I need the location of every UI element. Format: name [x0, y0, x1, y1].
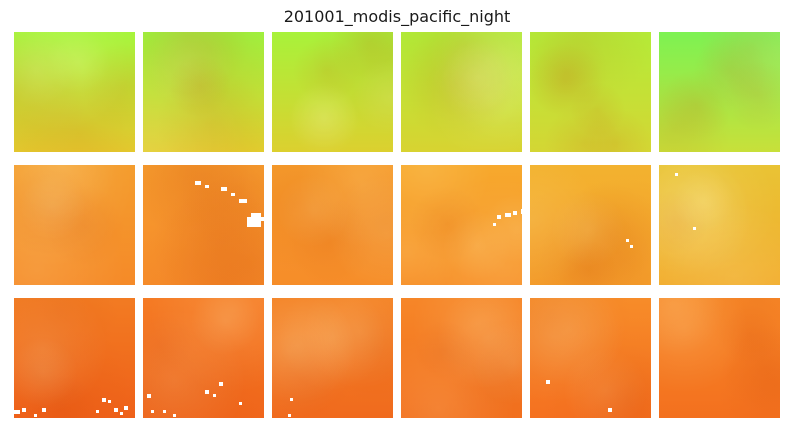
missing-data-pixel — [630, 245, 633, 248]
missing-data-pixel — [42, 408, 46, 412]
tile-texture — [143, 298, 264, 418]
tile-texture — [272, 32, 393, 152]
tile-gradient — [14, 165, 135, 285]
tile-texture — [530, 32, 651, 152]
heatmap-tile — [272, 298, 393, 418]
missing-data-pixel — [261, 217, 264, 221]
tile-gradient — [401, 298, 522, 418]
missing-data-pixel — [195, 181, 201, 185]
missing-data-pixel — [693, 227, 696, 230]
missing-data-pixel — [219, 382, 223, 386]
tile-gradient — [659, 298, 780, 418]
heatmap-tile — [401, 298, 522, 418]
missing-data-pixel — [120, 412, 123, 415]
tile-texture — [659, 298, 780, 418]
tile-gradient — [272, 165, 393, 285]
missing-data-pixel — [513, 211, 517, 215]
tile-texture — [14, 32, 135, 152]
missing-data-pixel — [22, 408, 26, 412]
tile-texture — [272, 165, 393, 285]
tile-texture — [14, 298, 135, 418]
tile-texture — [401, 165, 522, 285]
tile-gradient — [143, 32, 264, 152]
heatmap-tile — [401, 165, 522, 285]
missing-data-pixel — [205, 390, 209, 394]
tile-gradient — [530, 298, 651, 418]
figure-title: 201001_modis_pacific_night — [283, 7, 511, 26]
heatmap-tile — [659, 298, 780, 418]
missing-data-pixel — [288, 414, 291, 417]
tile-texture — [14, 165, 135, 285]
missing-data-pixel — [493, 223, 496, 226]
missing-data-pixel — [124, 406, 128, 410]
missing-data-pixel — [213, 394, 216, 397]
tile-texture — [143, 165, 264, 285]
missing-data-pixel — [675, 173, 678, 176]
missing-data-pixel — [505, 213, 511, 217]
heatmap-tile — [530, 298, 651, 418]
tile-texture — [659, 32, 780, 152]
heatmap-tile — [143, 165, 264, 285]
heatmap-tile — [401, 32, 522, 152]
missing-data-pixel — [147, 394, 151, 398]
heatmap-tile — [143, 32, 264, 152]
missing-data-pixel — [102, 398, 106, 402]
tile-texture — [401, 32, 522, 152]
tile-texture — [530, 298, 651, 418]
missing-data-pixel — [290, 398, 293, 401]
heatmap-tile — [659, 32, 780, 152]
heatmap-tile — [272, 165, 393, 285]
tile-gradient — [143, 298, 264, 418]
tile-texture — [401, 298, 522, 418]
tile-texture — [659, 165, 780, 285]
missing-data-pixel — [546, 380, 550, 384]
tile-gradient — [272, 32, 393, 152]
tile-texture — [143, 32, 264, 152]
tile-gradient — [659, 32, 780, 152]
missing-data-pixel — [497, 215, 501, 219]
missing-data-pixel — [114, 408, 118, 412]
heatmap-tile — [143, 298, 264, 418]
missing-data-pixel — [521, 209, 522, 214]
heatmap-tile — [272, 32, 393, 152]
missing-data-pixel — [221, 187, 227, 191]
missing-data-pixel — [108, 400, 111, 403]
missing-data-pixel — [173, 414, 176, 417]
tile-gradient — [401, 32, 522, 152]
missing-data-pixel — [151, 410, 154, 413]
missing-data-pixel — [608, 408, 612, 412]
missing-data-pixel — [231, 193, 235, 196]
missing-data-pixel — [96, 410, 99, 413]
heatmap-tile — [530, 165, 651, 285]
tile-gradient — [143, 165, 264, 285]
tile-gradient — [530, 32, 651, 152]
missing-data-pixel — [205, 185, 209, 188]
missing-data-pixel — [34, 414, 37, 417]
missing-data-pixel — [14, 410, 20, 414]
tile-gradient — [401, 165, 522, 285]
missing-data-pixel — [626, 239, 629, 242]
heatmap-tile — [659, 165, 780, 285]
missing-data-pixel — [247, 217, 261, 227]
tile-gradient — [530, 165, 651, 285]
missing-data-pixel — [239, 199, 247, 203]
tile-gradient — [14, 32, 135, 152]
tile-gradient — [14, 298, 135, 418]
tile-gradient — [659, 165, 780, 285]
heatmap-tile — [14, 298, 135, 418]
heatmap-tile — [530, 32, 651, 152]
heatmap-tile — [14, 32, 135, 152]
tile-texture — [530, 165, 651, 285]
missing-data-pixel — [163, 410, 166, 413]
missing-data-pixel — [239, 402, 242, 405]
heatmap-tile — [14, 165, 135, 285]
